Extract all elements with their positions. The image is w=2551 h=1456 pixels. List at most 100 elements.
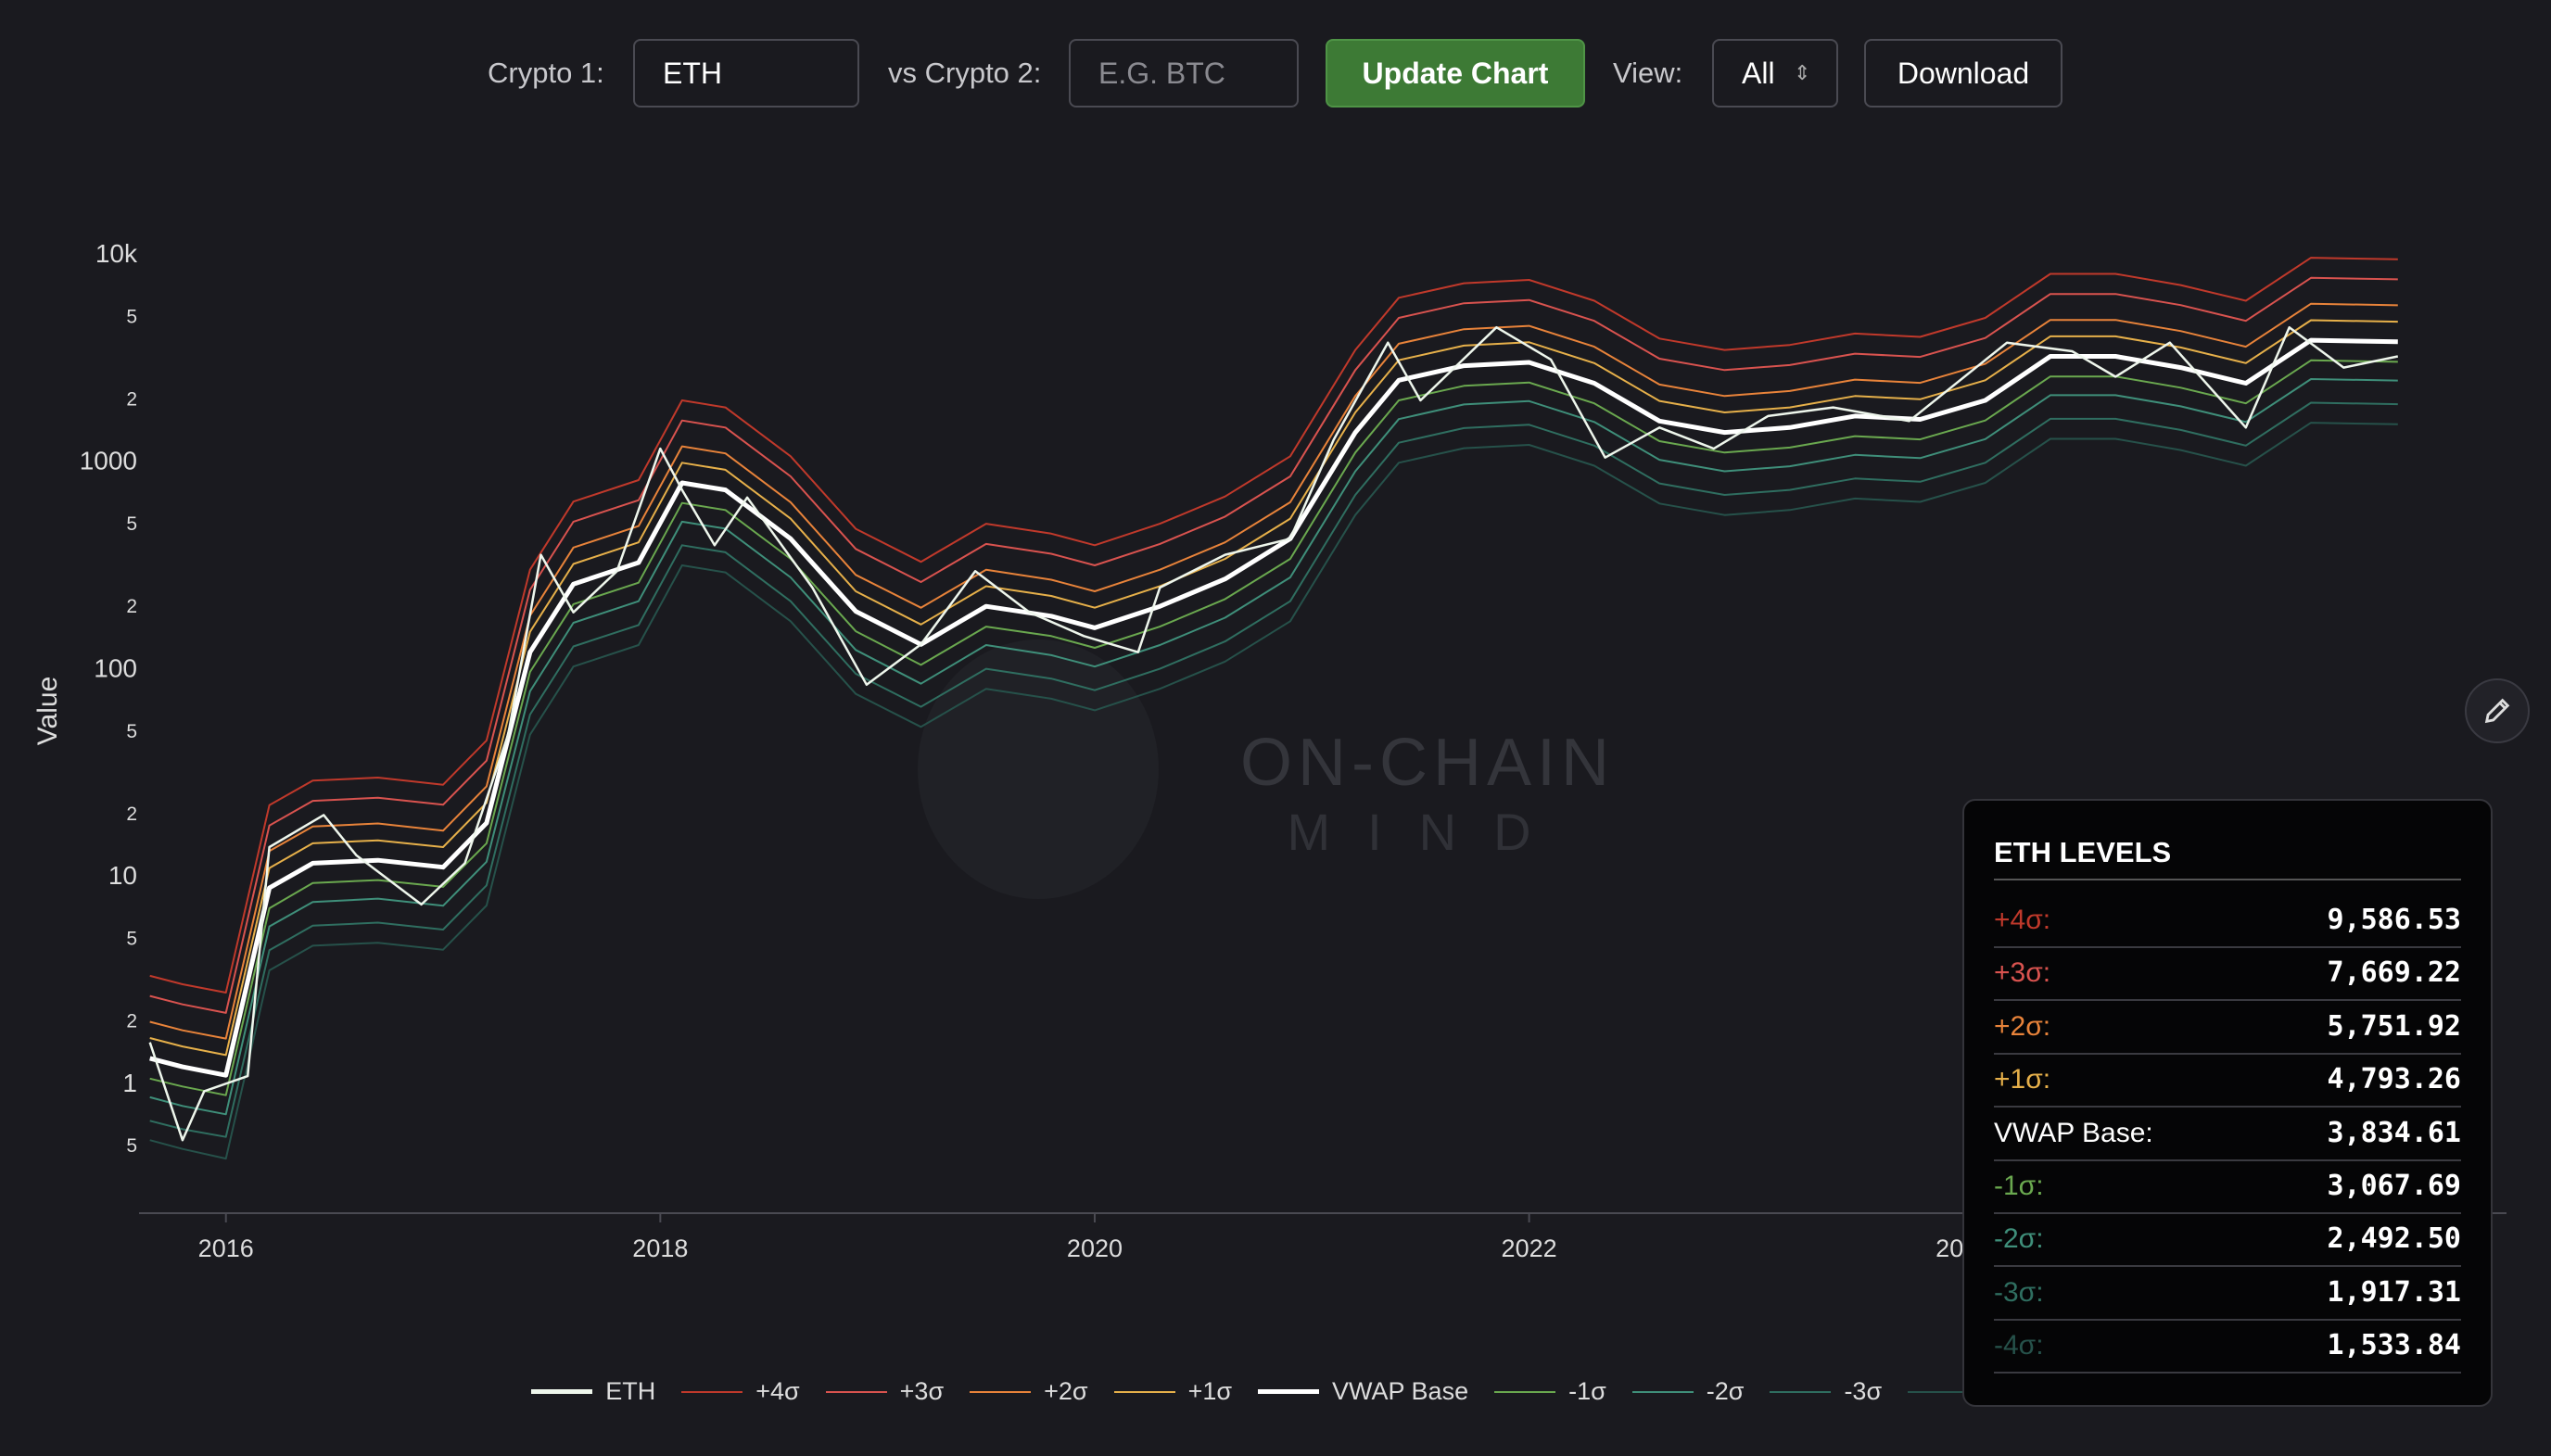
edit-icon	[2484, 698, 2510, 724]
levels-title: ETH LEVELS	[1994, 836, 2172, 868]
legend-item: +2σ	[970, 1377, 1088, 1406]
level-value: 3,067.69	[2327, 1170, 2462, 1202]
legend-swatch	[1770, 1390, 1832, 1393]
y-tick-label: 5	[126, 929, 137, 950]
view-label: View:	[1613, 57, 1683, 89]
y-tick-label: 5	[126, 1135, 137, 1157]
y-tick-label: 5	[126, 513, 137, 535]
legend-swatch	[1908, 1390, 1970, 1393]
legend-swatch	[825, 1390, 887, 1393]
level-value: 5,751.92	[2327, 1009, 2462, 1043]
crypto1-label: Crypto 1:	[488, 57, 604, 89]
legend-item: -1σ	[1494, 1377, 1606, 1406]
x-tick-label: 2020	[1067, 1234, 1123, 1262]
y-tick-label: 2	[126, 596, 137, 617]
y-tick-label: 100	[94, 653, 137, 682]
level-label: +4σ:	[1994, 905, 2051, 935]
legend-swatch	[1631, 1390, 1694, 1393]
legend-label: +2σ	[1044, 1377, 1088, 1405]
legend-item: +4σ	[681, 1377, 800, 1406]
legend-swatch	[1494, 1390, 1556, 1393]
legend-item: ETH	[531, 1377, 655, 1406]
legend-item: VWAP Base	[1258, 1377, 1468, 1406]
y-tick-label: 10	[108, 861, 137, 890]
level-value: 2,492.50	[2327, 1222, 2462, 1256]
legend-swatch	[970, 1390, 1032, 1393]
series-line	[149, 276, 2398, 1014]
level-value: 7,669.22	[2327, 956, 2462, 990]
level-value: 9,586.53	[2327, 904, 2462, 936]
legend-item: -3σ	[1770, 1377, 1882, 1406]
y-tick-label: 2	[126, 804, 137, 825]
level-label: -1σ:	[1994, 1171, 2044, 1201]
legend-item: +3σ	[825, 1377, 945, 1406]
x-tick-label: 2016	[198, 1234, 254, 1262]
chevron: ⇕	[1794, 61, 1811, 84]
series-line	[149, 302, 2398, 1040]
legend-label: -2σ	[1706, 1377, 1745, 1405]
series-line	[149, 378, 2398, 1116]
x-tick-label: 2018	[632, 1234, 688, 1262]
crypto2-label: vs Crypto 2:	[888, 57, 1042, 89]
level-row: +2σ: 5,751.92	[1994, 1000, 2461, 1055]
crypto2-input[interactable]: E.G. BTC	[1069, 39, 1299, 108]
level-value: 4,793.26	[2327, 1063, 2462, 1096]
legend-label: -3σ	[1844, 1377, 1883, 1405]
level-label: VWAP Base:	[1994, 1117, 2153, 1148]
level-label: -2σ:	[1994, 1223, 2044, 1255]
levels-panel: ETH LEVELS +4σ: 9,586.53 +3σ: 7,669.22 +2σ: 5…	[1962, 799, 2493, 1407]
watermark-logo	[918, 639, 1159, 899]
level-row: +4σ: 9,586.53	[1994, 893, 2461, 948]
legend-label: +4σ	[755, 1377, 800, 1405]
legend-swatch	[1113, 1390, 1175, 1393]
y-tick-label: 5	[126, 721, 137, 742]
download-button[interactable]: Download	[1864, 39, 2062, 108]
level-label: +3σ:	[1994, 957, 2051, 989]
level-value: 1,917.31	[2327, 1275, 2462, 1309]
series-line	[149, 359, 2398, 1096]
legend-swatch	[531, 1389, 593, 1394]
level-label: +2σ:	[1994, 1010, 2051, 1042]
level-value: 3,834.61	[2327, 1116, 2462, 1149]
legend-item: +1σ	[1113, 1377, 1233, 1406]
level-row: -2σ: 2,492.50	[1994, 1212, 2462, 1268]
legend-label: +1σ	[1187, 1377, 1233, 1405]
level-row: +3σ: 7,669.22	[1994, 946, 2462, 1002]
legend-swatch	[1258, 1389, 1320, 1394]
y-tick-label: 2	[126, 1011, 137, 1032]
legend-label: ETH	[605, 1377, 656, 1405]
title-rule	[1994, 879, 2461, 880]
legend-label: +3σ	[899, 1377, 945, 1405]
y-tick-label: 10k	[95, 239, 138, 268]
legend-label: VWAP Base	[1332, 1377, 1469, 1405]
watermark-line1: ON-CHAIN	[1240, 726, 1615, 800]
x-tick-label: 2022	[1502, 1234, 1557, 1262]
level-row: -4σ: 1,533.84	[1994, 1319, 2461, 1374]
edit-button[interactable]	[2465, 678, 2530, 743]
view-value: All	[1742, 57, 1775, 90]
crypto1-input[interactable]: ETH	[633, 39, 859, 108]
legend-label: -1σ	[1568, 1377, 1606, 1405]
y-axis-label: Value	[32, 677, 63, 746]
level-row: VWAP Base: 3,834.61	[1994, 1107, 2461, 1161]
view-select[interactable]: All ⇕	[1712, 39, 1838, 108]
level-row: -1σ: 3,067.69	[1994, 1159, 2461, 1214]
y-tick-label: 2	[126, 389, 137, 411]
series-line	[149, 337, 2398, 1078]
series-line	[149, 422, 2398, 1160]
level-label: +1σ:	[1994, 1064, 2051, 1095]
series-line	[149, 319, 2398, 1057]
level-row: +1σ: 4,793.26	[1994, 1053, 2461, 1108]
level-value: 1,533.84	[2327, 1329, 2462, 1362]
legend-item: -2σ	[1631, 1377, 1745, 1406]
series-line	[149, 401, 2398, 1138]
level-label: -3σ:	[1994, 1276, 2044, 1308]
watermark: ON-CHAIN MIND	[918, 639, 1615, 899]
y-tick-label: 1000	[80, 447, 137, 475]
level-label: -4σ:	[1994, 1330, 2044, 1361]
series-line	[148, 325, 2399, 1142]
level-row: -3σ: 1,917.31	[1994, 1266, 2461, 1321]
update-button[interactable]: Update Chart	[1326, 39, 1585, 108]
series-line	[149, 257, 2398, 994]
y-tick-label: 1	[122, 1069, 137, 1097]
